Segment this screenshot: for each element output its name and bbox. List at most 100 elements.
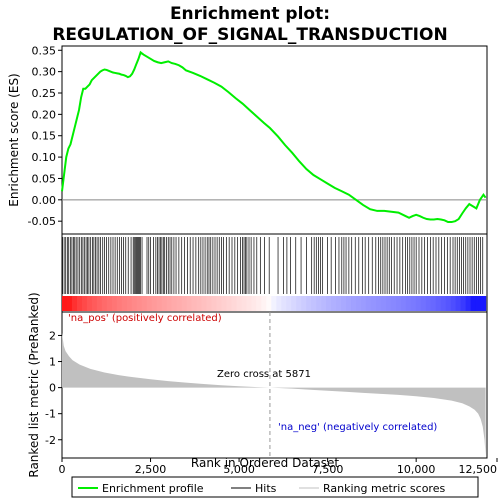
es-y-tick-label: 0.15: [32, 130, 57, 143]
es-y-tick-label: 0.20: [32, 108, 57, 121]
ranking-metric-panel: -2 -1 0 1 2 'na_pos' (positively correlated)…: [27, 292, 488, 478]
positive-correlation-label: 'na_pos' (positively correlated): [68, 313, 222, 324]
correlation-strip-segment: [460, 296, 467, 311]
correlation-strip-segment: [311, 296, 317, 311]
rank-y-axis: -2 -1 0 1 2: [45, 329, 62, 447]
es-panel-frame: [61, 45, 488, 235]
rank-y-tick-label: -1: [45, 408, 56, 421]
es-y-tick-label: 0.10: [32, 151, 57, 164]
correlation-strip-segment: [91, 296, 98, 311]
correlation-strip-segment: [346, 296, 352, 311]
correlation-strip-segment: [241, 296, 247, 311]
enrichment-profile-line: [61, 50, 487, 224]
es-y-axis: -0.05 0.00 0.05 0.10 0.15 0.20 0.25 0.30 0.35: [28, 44, 62, 228]
correlation-strip-segment: [106, 296, 113, 311]
correlation-strip-segment: [121, 296, 128, 311]
correlation-strip-segment: [361, 296, 367, 311]
correlation-strip-segment: [385, 296, 392, 311]
correlation-strip-segment: [156, 296, 163, 311]
correlation-strip-segment: [62, 296, 68, 311]
correlation-strip-segment: [146, 296, 153, 311]
correlation-strip-segment: [206, 296, 213, 311]
correlation-strip-segment: [256, 296, 262, 311]
rank-y-tick-label: -2: [45, 434, 56, 447]
ranking-metric-area: [62, 332, 486, 456]
correlation-strip-segment: [420, 296, 427, 311]
correlation-strip-segment: [331, 296, 337, 311]
correlation-strip-segment: [276, 296, 282, 311]
correlation-strip-segment: [196, 296, 203, 311]
correlation-strip-segment: [266, 296, 272, 311]
correlation-strip-segment: [171, 296, 178, 311]
legend-ranking-label: Ranking metric scores: [323, 482, 445, 495]
correlation-strip-segment: [450, 296, 457, 311]
correlation-strip-segment: [390, 296, 397, 311]
correlation-strip-segment: [246, 296, 252, 311]
x-tick-label: 12,500: [459, 463, 498, 476]
correlation-strip-segment: [400, 296, 407, 311]
correlation-strip-segment: [316, 296, 322, 311]
correlation-strip-segment: [226, 296, 233, 311]
correlation-strip-segment: [321, 296, 327, 311]
correlation-strip-segment: [415, 296, 422, 311]
es-y-tick-label: 0.25: [32, 87, 57, 100]
correlation-strip-segment: [191, 296, 198, 311]
correlation-strip-segment: [221, 296, 228, 311]
correlation-strip-segment: [306, 296, 312, 311]
x-tick-label: 5,000: [223, 463, 255, 476]
correlation-color-strip: [62, 296, 487, 311]
x-tick-label: 2,500: [135, 463, 167, 476]
correlation-strip-segment: [286, 296, 292, 311]
legend: Enrichment profile Hits Ranking metric s…: [71, 476, 479, 498]
correlation-strip-segment: [365, 296, 372, 311]
correlation-strip-segment: [81, 296, 88, 311]
negative-correlation-label: 'na_neg' (negatively correlated): [278, 422, 437, 433]
es-y-tick-label: 0.05: [32, 172, 57, 185]
hits-panel: [61, 233, 488, 313]
correlation-strip-segment: [236, 296, 242, 311]
correlation-strip-segment: [66, 296, 73, 311]
correlation-strip-segment: [176, 296, 183, 311]
correlation-strip-segment: [86, 296, 93, 311]
rank-y-tick-label: 1: [49, 356, 56, 369]
legend-hits-label: Hits: [255, 482, 277, 495]
rank-y-tick-label: 0: [49, 382, 56, 395]
es-y-tick-label: -0.05: [28, 215, 56, 228]
correlation-strip-segment: [136, 296, 143, 311]
hit-markers: [62, 237, 484, 294]
correlation-strip-segment: [96, 296, 103, 311]
legend-frame: [71, 476, 479, 498]
correlation-strip-segment: [380, 296, 387, 311]
correlation-strip-segment: [395, 296, 402, 311]
rank-y-tick-label: 2: [49, 329, 56, 342]
correlation-strip-segment: [201, 296, 208, 311]
correlation-strip-segment: [475, 296, 482, 311]
x-tick-label: 10,000: [397, 463, 436, 476]
correlation-strip-segment: [251, 296, 257, 311]
x-axis: 0 2,500 5,000 7,500 10,000 12,500: [59, 458, 498, 476]
rank-y-axis-label: Ranked list metric (PreRanked): [27, 292, 41, 477]
correlation-strip-segment: [141, 296, 148, 311]
correlation-strip-segment: [326, 296, 332, 311]
correlation-strip-segment: [261, 296, 267, 311]
correlation-strip-segment: [405, 296, 412, 311]
correlation-strip-segment: [351, 296, 357, 311]
correlation-strip-segment: [370, 296, 377, 311]
chart-title-line-2: REGULATION_OF_SIGNAL_TRANSDUCTION: [52, 25, 447, 45]
correlation-strip-segment: [455, 296, 462, 311]
correlation-strip-segment: [425, 296, 432, 311]
correlation-strip-segment: [440, 296, 447, 311]
correlation-strip-segment: [71, 296, 78, 311]
correlation-strip-segment: [301, 296, 307, 311]
x-tick-label: 0: [59, 463, 66, 476]
es-y-tick-label: 0.35: [32, 44, 57, 57]
correlation-strip-segment: [116, 296, 123, 311]
correlation-strip-segment: [341, 296, 347, 311]
correlation-strip-segment: [231, 296, 238, 311]
x-tick-label: 7,500: [312, 463, 344, 476]
correlation-strip-segment: [296, 296, 302, 311]
enrichment-score-panel: -0.05 0.00 0.05 0.10 0.15 0.20 0.25 0.30 0.35 En…: [7, 44, 488, 235]
zero-cross-label: Zero cross at 5871: [217, 369, 311, 380]
correlation-strip-segment: [161, 296, 168, 311]
